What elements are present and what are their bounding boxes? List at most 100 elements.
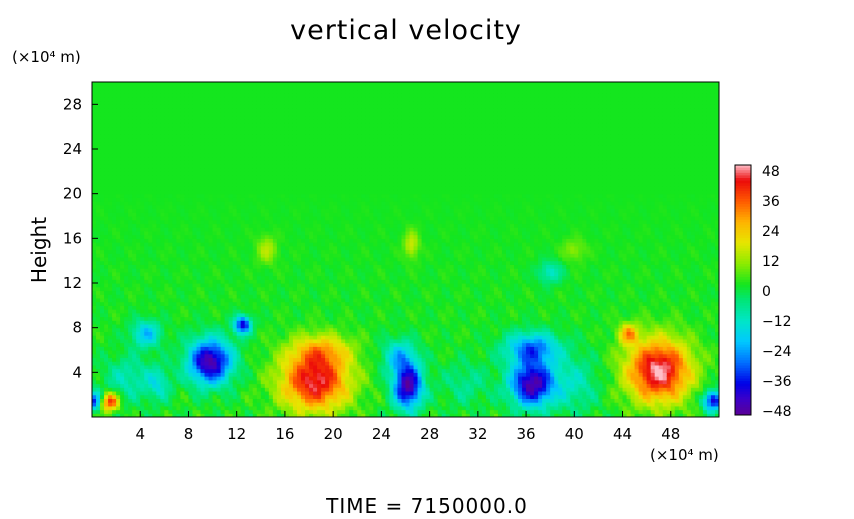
heatmap-cell [252, 297, 258, 303]
heatmap-cell [152, 85, 157, 91]
heatmap-cell [96, 376, 101, 381]
heatmap-cell [212, 301, 218, 306]
heatmap-cell [212, 197, 218, 202]
heatmap-cell [180, 327, 186, 332]
heatmap-cell [212, 286, 218, 292]
heatmap-cell [240, 149, 246, 154]
heatmap-cell [96, 242, 101, 247]
heatmap-cell [244, 305, 250, 310]
heatmap-cell [309, 189, 314, 195]
heatmap-cell [272, 405, 278, 411]
heatmap-cell [164, 82, 169, 87]
heatmap-cell [256, 320, 262, 325]
heatmap-cell [301, 309, 306, 314]
heatmap-cell [204, 402, 210, 407]
heatmap-cell [104, 242, 109, 247]
heatmap-cell [196, 122, 202, 128]
heatmap-cell [244, 242, 250, 247]
heatmap-cell [204, 96, 210, 102]
heatmap-cell [244, 394, 250, 399]
heatmap-cell [260, 152, 266, 158]
heatmap-cell [276, 245, 282, 251]
heatmap-cell [296, 100, 302, 105]
heatmap-cell [164, 320, 169, 325]
heatmap-cell [236, 323, 242, 329]
heatmap-cell [120, 212, 125, 217]
heatmap-cell [128, 93, 133, 98]
heatmap-cell [156, 316, 161, 321]
heatmap-cell [196, 364, 202, 370]
heatmap-cell [176, 376, 182, 381]
heatmap-cell [220, 160, 226, 165]
heatmap-cell [301, 327, 306, 332]
heatmap-cell [232, 212, 238, 217]
heatmap-cell [228, 230, 234, 236]
heatmap-cell [305, 167, 310, 172]
heatmap-cell [192, 111, 198, 117]
heatmap-cell [92, 342, 97, 347]
heatmap-cell [96, 186, 101, 191]
heatmap-cell [116, 279, 121, 284]
heatmap-cell [172, 305, 177, 310]
heatmap-cell [112, 130, 117, 135]
heatmap-cell [100, 111, 105, 117]
heatmap-cell [232, 409, 238, 414]
heatmap-cell [156, 323, 161, 329]
heatmap-cell [140, 357, 145, 362]
heatmap-cell [152, 245, 157, 251]
heatmap-cell [276, 387, 282, 392]
heatmap-cell [288, 115, 294, 120]
heatmap-cell [196, 216, 202, 221]
heatmap-cell [176, 219, 182, 225]
heatmap-cell [104, 387, 109, 392]
heatmap-cell [140, 390, 145, 396]
heatmap-cell [152, 323, 157, 329]
heatmap-cell [148, 238, 153, 243]
heatmap-cell [276, 275, 282, 280]
heatmap-cell [168, 160, 173, 165]
heatmap-cell [164, 264, 169, 269]
heatmap-cell [148, 171, 153, 176]
heatmap-cell [128, 372, 133, 377]
heatmap-cell [160, 283, 165, 288]
heatmap-cell [164, 361, 169, 366]
heatmap-cell [248, 327, 254, 332]
heatmap-cell [192, 350, 198, 355]
heatmap-cell [156, 275, 161, 280]
heatmap-cell [104, 350, 109, 355]
heatmap-cell [124, 182, 129, 187]
heatmap-cell [296, 342, 302, 347]
heatmap-cell [128, 89, 133, 94]
heatmap-cell [172, 338, 177, 344]
heatmap-cell [156, 163, 161, 169]
heatmap-cell [236, 249, 242, 254]
heatmap-cell [224, 126, 230, 131]
heatmap-cell [232, 163, 238, 169]
heatmap-cell [301, 219, 306, 225]
heatmap-cell [156, 253, 161, 258]
heatmap-cell [104, 305, 109, 310]
heatmap-cell [212, 122, 218, 128]
heatmap-cell [305, 212, 310, 217]
heatmap-cell [200, 290, 206, 295]
heatmap-cell [309, 342, 314, 347]
heatmap-cell [200, 212, 206, 217]
heatmap-cell [232, 294, 238, 299]
heatmap-cell [164, 197, 169, 202]
heatmap-cell [168, 197, 173, 202]
heatmap-cell [276, 96, 282, 102]
heatmap-cell [272, 316, 278, 321]
heatmap-cell [208, 398, 214, 403]
heatmap-cell [236, 152, 242, 158]
heatmap-cell [309, 245, 314, 251]
heatmap-cell [120, 163, 125, 169]
heatmap-cell [116, 309, 121, 314]
heatmap-cell [301, 104, 306, 109]
heatmap-cell [292, 275, 298, 280]
heatmap-cell [132, 309, 137, 314]
heatmap-cell [236, 316, 242, 321]
heatmap-cell [176, 357, 182, 362]
heatmap-cell [200, 260, 206, 265]
heatmap-cell [152, 82, 157, 87]
heatmap-cell [292, 409, 298, 414]
